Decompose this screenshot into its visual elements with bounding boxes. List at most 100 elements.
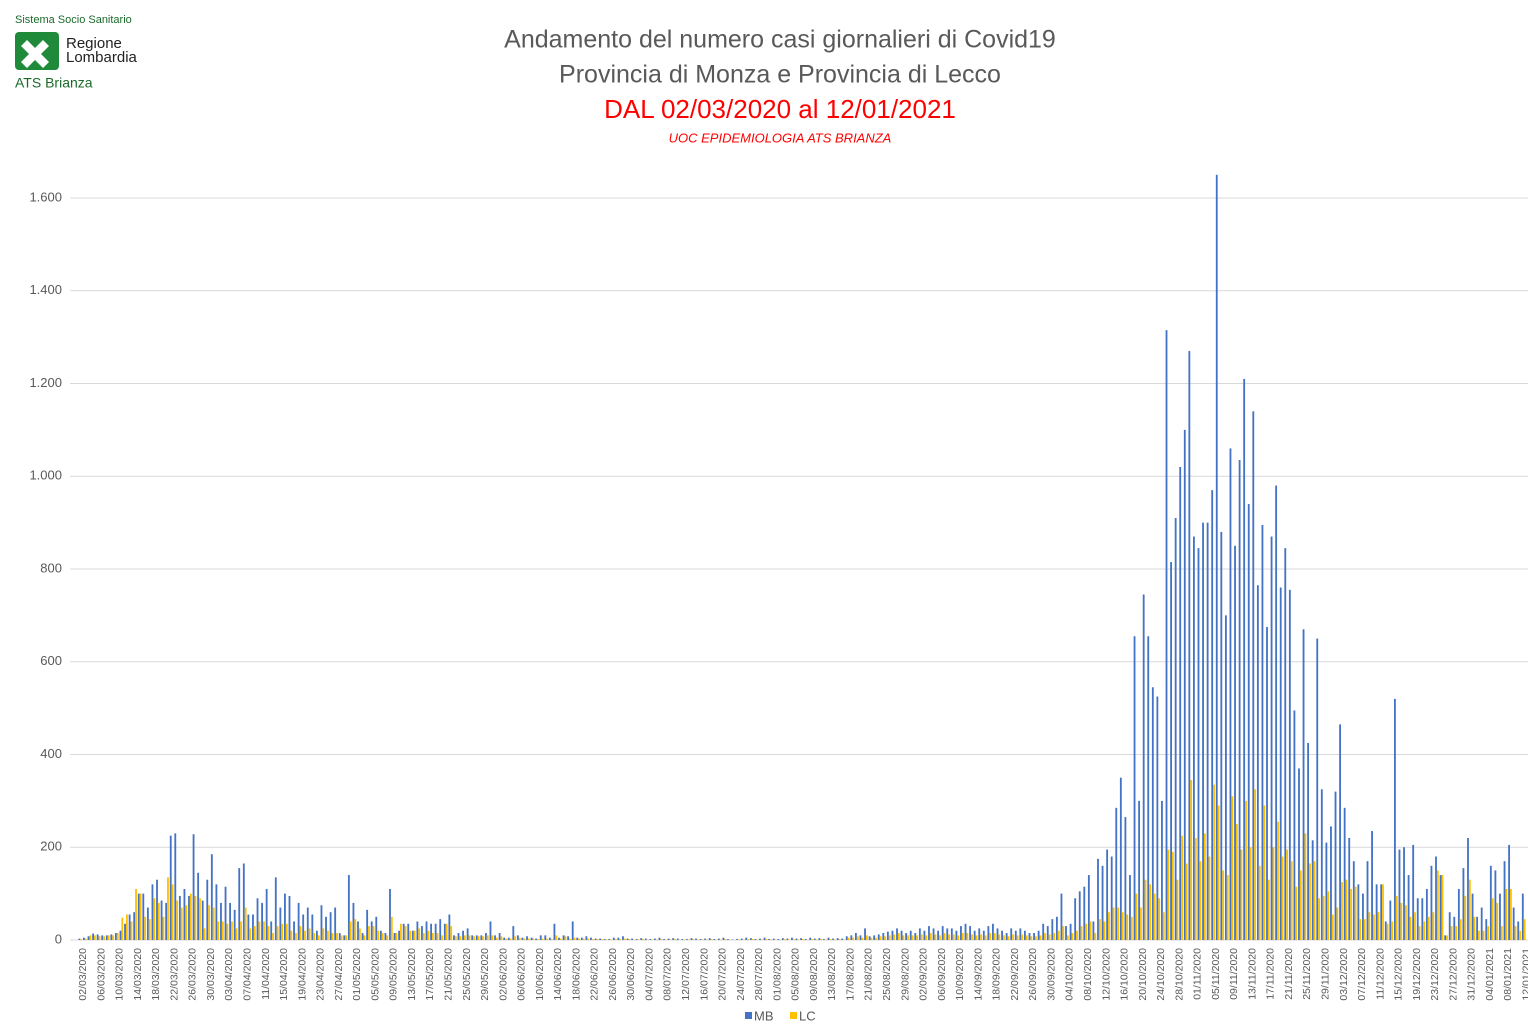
bar: [101, 935, 104, 940]
bar: [178, 895, 181, 940]
bar: [550, 939, 553, 940]
bar: [911, 935, 914, 940]
bar: [663, 939, 665, 940]
bar: [1226, 875, 1229, 940]
bar: [471, 935, 474, 940]
bar: [505, 938, 507, 940]
bar: [996, 928, 999, 940]
x-tick-label: 18/09/2020: [991, 948, 1003, 1001]
bar: [674, 939, 676, 940]
x-tick-label: 05/05/2020: [369, 948, 381, 1001]
bar: [971, 934, 973, 940]
bar: [1375, 884, 1378, 940]
bar: [489, 921, 492, 940]
x-tick-label: 09/11/2020: [1228, 948, 1240, 1000]
bar: [116, 933, 119, 940]
bar: [1261, 524, 1264, 940]
x-tick-label: 24/07/2020: [735, 948, 747, 1001]
bar: [1467, 837, 1469, 940]
bar: [407, 923, 410, 940]
logo-region: Regione: [66, 35, 122, 52]
bar: [1055, 916, 1058, 940]
bar: [484, 933, 487, 940]
bar: [998, 934, 1001, 940]
bar: [313, 933, 316, 940]
bar: [1286, 849, 1289, 940]
bar: [897, 933, 900, 940]
bar: [1117, 907, 1120, 940]
bar: [370, 921, 373, 940]
legend-label: MB: [754, 1008, 774, 1023]
x-tick-label: 01/11/2020: [1192, 948, 1204, 1000]
bar: [1069, 923, 1072, 940]
bar: [960, 926, 962, 940]
y-tick-label: 800: [40, 560, 62, 575]
x-tick-label: 26/06/2020: [607, 948, 619, 1001]
bar: [1183, 429, 1186, 940]
bar: [1119, 777, 1122, 940]
bar: [523, 938, 526, 940]
bar: [873, 935, 876, 940]
bar: [329, 912, 332, 940]
bar: [955, 930, 958, 940]
bar: [124, 923, 126, 940]
bar: [1002, 935, 1005, 940]
bar: [964, 923, 967, 940]
bar: [1439, 875, 1442, 940]
x-tick-label: 29/11/2020: [1320, 948, 1332, 1000]
x-tick-label: 06/09/2020: [936, 948, 948, 1001]
bar: [1476, 916, 1479, 940]
bar: [541, 938, 544, 940]
bar: [157, 902, 160, 940]
bar: [299, 926, 302, 940]
bar: [781, 938, 784, 940]
bar: [1281, 856, 1284, 940]
x-tick-label: 26/09/2020: [1027, 948, 1039, 1001]
bar: [1097, 858, 1099, 940]
bar: [982, 930, 985, 940]
x-tick-label: 17/08/2020: [844, 948, 856, 1001]
bar: [690, 938, 693, 940]
bar: [907, 935, 909, 940]
bar: [1193, 536, 1195, 940]
bar: [1371, 831, 1373, 940]
bar: [171, 884, 174, 940]
bar: [1272, 847, 1275, 940]
bar: [160, 900, 163, 940]
bar: [267, 926, 270, 940]
bar: [596, 939, 599, 940]
bar: [477, 936, 480, 940]
x-tick-label: 12/01/2021: [1520, 948, 1528, 1001]
bar: [1071, 933, 1074, 940]
bar: [918, 928, 921, 940]
bar: [692, 939, 695, 940]
bar: [78, 938, 81, 940]
x-tick-label: 19/04/2020: [296, 948, 308, 1001]
logo-system: Sistema Socio Sanitario: [15, 14, 132, 26]
bar: [1092, 921, 1095, 940]
bar: [130, 921, 133, 940]
bar: [1348, 837, 1351, 940]
bar: [315, 930, 318, 940]
bar: [389, 888, 391, 940]
x-tick-label: 21/08/2020: [863, 948, 875, 1001]
bar: [427, 930, 430, 940]
bar: [946, 928, 949, 940]
bar: [421, 926, 423, 940]
bar: [1336, 907, 1339, 940]
bar: [1418, 926, 1421, 940]
bar: [1021, 934, 1024, 940]
bar: [1398, 849, 1401, 940]
bar: [1028, 933, 1031, 940]
bar: [89, 935, 92, 940]
bar: [1094, 933, 1097, 940]
bar: [1453, 916, 1456, 940]
logo-cross: [21, 40, 49, 68]
bar: [672, 938, 675, 940]
bar: [1202, 522, 1204, 940]
bar: [1510, 888, 1512, 940]
bar: [1060, 893, 1063, 940]
logo: Sistema Socio Sanitario Regione Lombardi…: [15, 14, 138, 91]
bar: [1124, 817, 1127, 940]
bar: [1181, 835, 1183, 940]
